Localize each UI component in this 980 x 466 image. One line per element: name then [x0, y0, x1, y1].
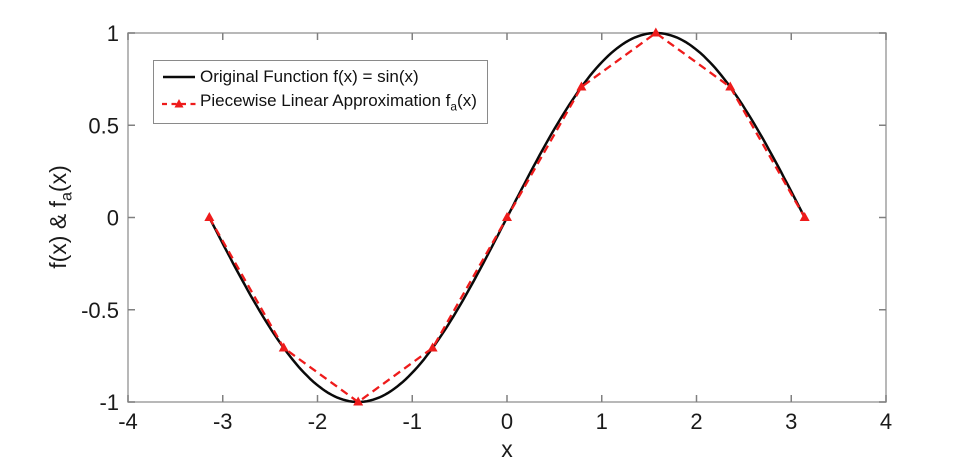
triangle-marker [204, 212, 215, 221]
triangle-marker [353, 396, 364, 406]
x-tick-label: -2 [308, 409, 328, 434]
legend-label-piecewise-suffix: (x) [457, 91, 477, 110]
triangle-marker [799, 212, 810, 221]
x-tick-label: 2 [690, 409, 702, 434]
y-tick-label: 0.5 [88, 113, 119, 138]
dashed-line-triangle-swatch [162, 98, 196, 108]
x-tick-label: -4 [118, 409, 138, 434]
triangle-marker [725, 81, 736, 91]
legend-label-piecewise-main: Piecewise Linear Approximation f [200, 91, 451, 110]
y-tick-label: 1 [107, 21, 119, 46]
x-axis-label: x [501, 436, 513, 462]
y-axis-label-main: f(x) & f [45, 201, 71, 269]
triangle-marker [576, 81, 587, 91]
triangle-marker-swatch [174, 98, 184, 108]
triangle-marker [502, 212, 512, 221]
y-axis-label: f(x) & fa(x) [45, 117, 76, 317]
triangle-marker [427, 342, 438, 352]
y-tick-label: 0 [107, 206, 119, 231]
legend-item-piecewise-approximation: Piecewise Linear Approximation fa(x) [162, 89, 477, 118]
legend-label-piecewise-subscript: a [450, 99, 458, 114]
legend: Original Function f(x) = sin(x) Piecewis… [153, 60, 488, 125]
x-tick-label: 3 [785, 409, 797, 434]
x-tick-label: -1 [402, 409, 422, 434]
y-tick-label: -0.5 [81, 298, 119, 323]
legend-label-original-function: Original Function f(x) = sin(x) [200, 67, 419, 86]
solid-line-swatch [163, 75, 195, 79]
x-tick-label: -3 [213, 409, 233, 434]
x-tick-label: 0 [501, 409, 513, 434]
y-tick-label: -1 [99, 390, 119, 415]
triangle-marker [650, 27, 661, 37]
x-tick-label: 4 [880, 409, 892, 434]
x-tick-label: 1 [596, 409, 608, 434]
y-axis-label-subscript: a [57, 192, 76, 202]
triangle-marker [278, 342, 289, 352]
legend-item-original-function: Original Function f(x) = sin(x) [162, 65, 477, 89]
legend-label-piecewise-approximation: Piecewise Linear Approximation fa(x) [200, 89, 477, 118]
y-axis-label-suffix: (x) [45, 165, 71, 193]
